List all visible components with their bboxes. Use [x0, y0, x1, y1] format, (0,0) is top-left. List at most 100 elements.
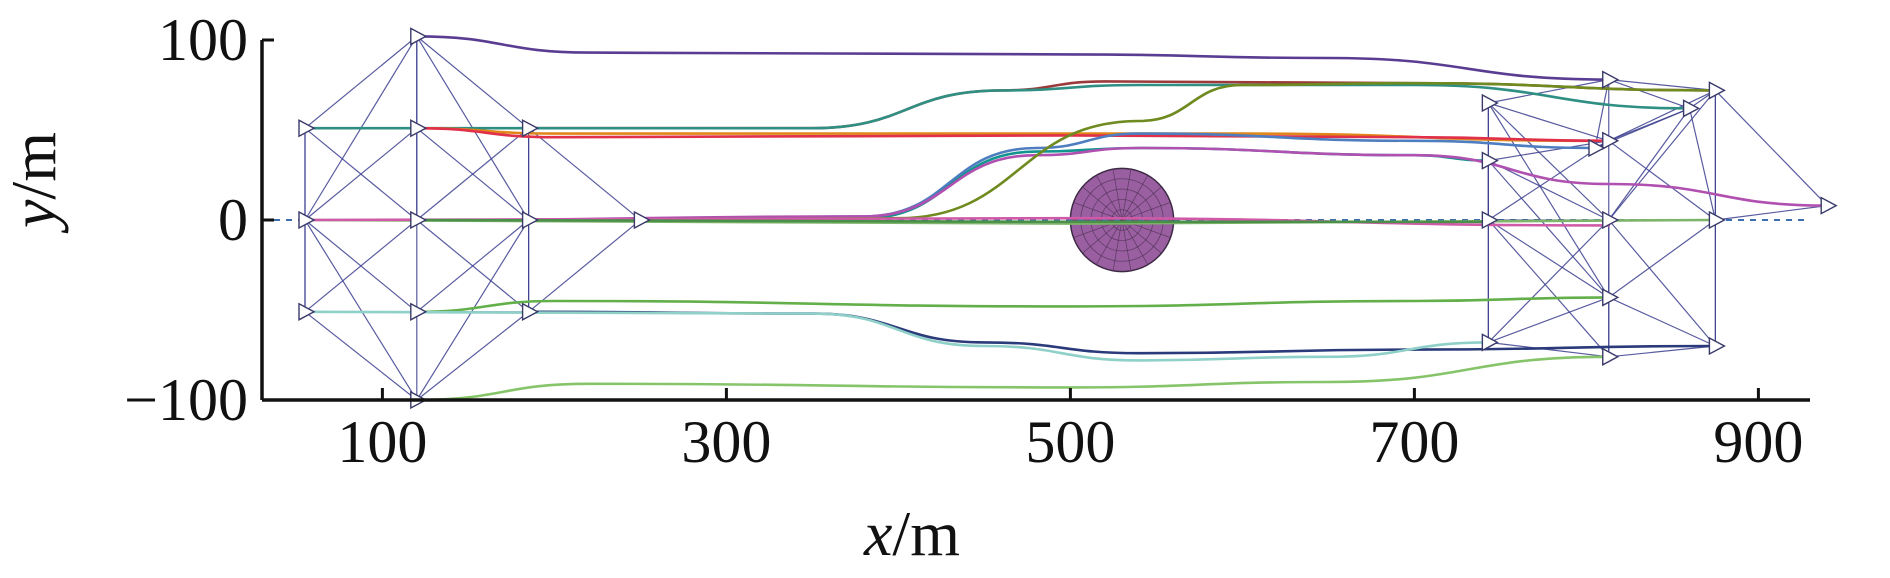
trajectory-series-15	[303, 310, 1490, 362]
formation-end-edge	[1608, 89, 1716, 142]
formation-end-edge	[1488, 102, 1609, 142]
agent-end-marker	[1481, 333, 1499, 352]
formation-end-edge	[1608, 219, 1716, 347]
formation-start-edge	[304, 311, 418, 401]
formation-end-edge	[1608, 140, 1716, 221]
obstacle-meridian	[1121, 219, 1132, 271]
agent-start-marker	[633, 210, 651, 230]
x-tick-label: 300	[681, 409, 771, 475]
trajectory-series-16	[415, 355, 1611, 402]
axes-layer: 100 300 500 700 900 100 0 −100	[124, 7, 1810, 475]
x-tick-label: 100	[337, 409, 427, 475]
formation-end-edge	[1487, 219, 1610, 343]
formation-agents-layer	[298, 27, 1838, 410]
trajectory-series-3	[303, 83, 1691, 130]
formation-start-edge	[304, 35, 418, 129]
x-tick-label: 500	[1025, 409, 1115, 475]
formation-start-edge	[416, 311, 529, 401]
formation-start-edge	[416, 127, 529, 221]
agent-end-marker	[1481, 151, 1499, 170]
trajectory-series-1	[415, 35, 1611, 81]
formation-end-edge	[1488, 160, 1610, 221]
agent-end-marker	[1602, 347, 1620, 366]
formation-end-edge	[1608, 108, 1691, 221]
trajectory-series-8	[415, 146, 1829, 222]
agent-end-marker	[1481, 210, 1499, 230]
formation-start-edge	[304, 127, 418, 221]
y-axis-unit: /m	[0, 132, 69, 200]
agent-start-marker	[410, 302, 428, 321]
formation-end-edge	[1488, 341, 1609, 358]
obstacle-meridian	[1112, 219, 1123, 271]
y-axis-var: y	[0, 199, 69, 234]
obstacle-meridian	[1095, 219, 1123, 265]
agent-start-marker	[521, 119, 540, 138]
formation-end-edge	[1487, 219, 1610, 358]
formation-end-edge	[1689, 108, 1716, 221]
formation-end-edge	[1487, 102, 1610, 298]
formation-start-edge	[416, 219, 530, 401]
formation-end-edge	[1487, 160, 1610, 298]
agent-end-marker	[1602, 210, 1620, 230]
formation-end-edge	[1608, 79, 1690, 109]
agent-start-marker	[521, 302, 540, 321]
formation-start-edge	[416, 35, 529, 129]
trajectory-series-12	[415, 218, 1490, 224]
agent-end-marker	[1481, 93, 1499, 113]
y-tick-label: 0	[218, 187, 248, 253]
formation-start-edge	[304, 219, 418, 401]
formation-end-edge	[1487, 102, 1610, 221]
formation-end-edge	[1594, 79, 1610, 149]
agent-end-marker	[1602, 131, 1620, 150]
formation-start-edge	[416, 219, 529, 313]
agent-start-marker	[298, 119, 316, 138]
obstacle-meridian	[1082, 219, 1123, 254]
agent-start-marker	[410, 27, 428, 46]
y-axis-label: y/m	[0, 132, 69, 234]
obstacle-meridian	[1121, 201, 1171, 221]
formation-start-edge	[304, 219, 418, 313]
formation-end-edge	[1608, 79, 1716, 91]
obstacle-meridian	[1082, 186, 1123, 221]
formation-end-edge	[1608, 219, 1716, 298]
obstacle-meridian	[1121, 186, 1162, 221]
agent-end-marker	[1708, 81, 1726, 100]
formation-end-edge	[1488, 79, 1609, 104]
formation-end-edge	[1488, 296, 1609, 343]
x-axis-var: x	[863, 498, 892, 569]
agent-end-marker	[1820, 196, 1838, 215]
y-tick-label: −100	[124, 367, 248, 433]
agent-start-marker	[410, 119, 428, 138]
formation-end-edge	[1714, 89, 1828, 207]
obstacle-meridian	[1121, 175, 1149, 221]
agent-start-marker	[298, 210, 316, 230]
agent-start-marker	[521, 210, 540, 230]
y-tick-label: 100	[158, 7, 248, 73]
obstacle-meridian	[1121, 219, 1149, 265]
obstacle-meridian	[1112, 169, 1123, 221]
formation-end-edge	[1488, 219, 1610, 298]
agent-end-marker	[1588, 138, 1606, 158]
agent-start-marker	[410, 210, 428, 230]
formation-end-edge	[1608, 90, 1716, 221]
agent-end-marker	[1682, 99, 1701, 118]
x-axis-label: x/m	[863, 498, 960, 569]
agent-end-marker	[1708, 336, 1726, 356]
agent-end-marker	[1602, 288, 1620, 307]
trajectory-series-13	[415, 296, 1611, 314]
obstacle-meridian	[1121, 219, 1162, 254]
x-tick-label: 700	[1369, 409, 1459, 475]
formation-start-edge	[528, 219, 641, 313]
agent-start-marker	[298, 302, 316, 321]
formation-end-edge	[1715, 205, 1828, 221]
trajectory-series-layer	[303, 35, 1829, 402]
formation-end-edge	[1608, 296, 1716, 347]
agent-end-marker	[1602, 70, 1620, 89]
agent-end-marker	[1708, 210, 1726, 230]
x-tick-label: 900	[1713, 409, 1803, 475]
formation-start-edge	[528, 127, 641, 221]
obstacle-meridian	[1095, 175, 1123, 221]
obstacle-meridian	[1121, 169, 1132, 221]
trajectory-series-14	[527, 310, 1717, 355]
